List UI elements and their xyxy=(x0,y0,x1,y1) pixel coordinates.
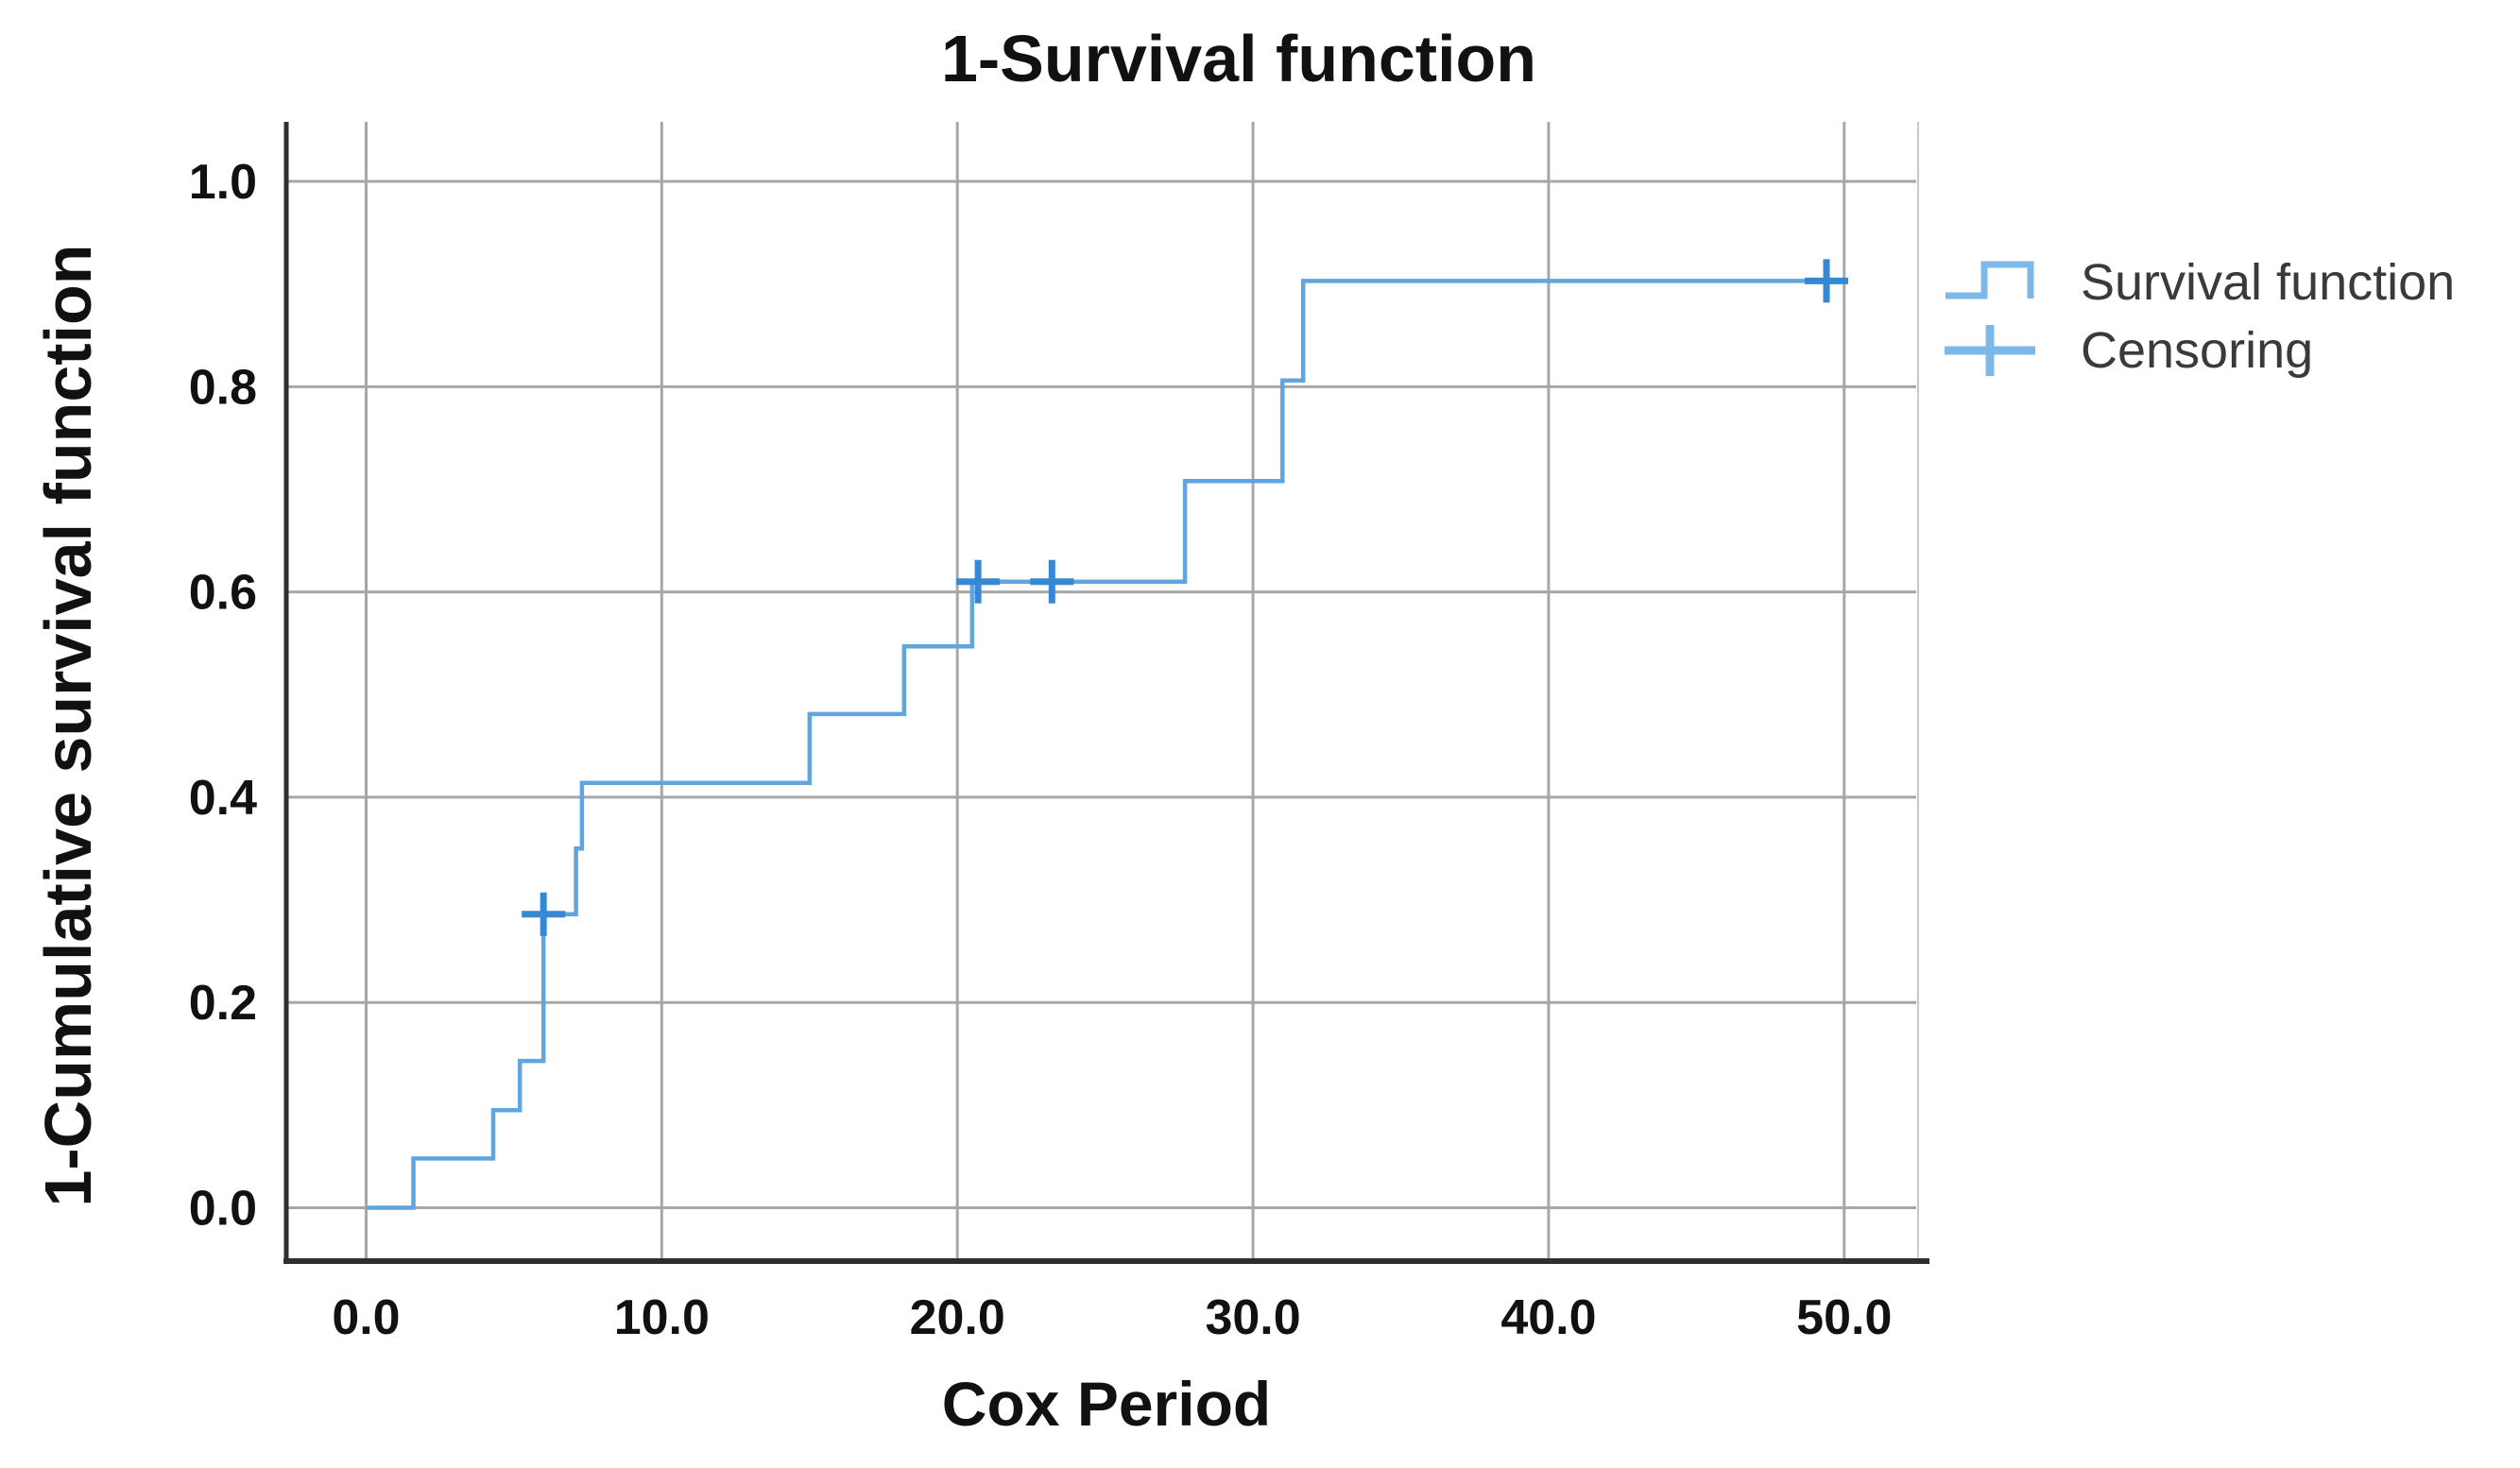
plus-icon xyxy=(1945,325,2035,376)
x-tick-label: 0.0 xyxy=(332,1290,400,1345)
censor-mark xyxy=(522,892,566,936)
censor-mark xyxy=(1030,559,1074,604)
x-axis-title: Cox Period xyxy=(941,1369,1272,1439)
legend-item-label: Censoring xyxy=(2081,322,2314,379)
legend-item-censoring: Censoring xyxy=(1943,321,2455,380)
y-tick-label: 1.0 xyxy=(189,155,257,210)
y-tick-label: 0.4 xyxy=(189,771,257,826)
x-tick-label: 50.0 xyxy=(1796,1290,1892,1345)
survival-curve xyxy=(366,279,1830,1210)
x-tick-label: 10.0 xyxy=(614,1290,710,1345)
step-line-icon xyxy=(1946,261,2034,299)
legend-item-survival-function: Survival function xyxy=(1943,253,2455,312)
chart-title: 1-Survival function xyxy=(940,22,1537,95)
x-tick-label: 40.0 xyxy=(1500,1290,1596,1345)
censor-mark xyxy=(1805,259,1849,303)
x-tick-label: 20.0 xyxy=(910,1290,1005,1345)
y-tick-label: 0.6 xyxy=(189,566,257,621)
y-tick-label: 0.0 xyxy=(189,1182,257,1237)
censor-mark xyxy=(956,559,1001,604)
legend-item-label: Survival function xyxy=(2081,254,2456,311)
x-tick-label: 30.0 xyxy=(1205,1290,1300,1345)
y-tick-label: 0.2 xyxy=(189,976,257,1031)
legend: Survival function Censoring xyxy=(1943,253,2455,380)
y-tick-label: 0.8 xyxy=(189,360,257,415)
